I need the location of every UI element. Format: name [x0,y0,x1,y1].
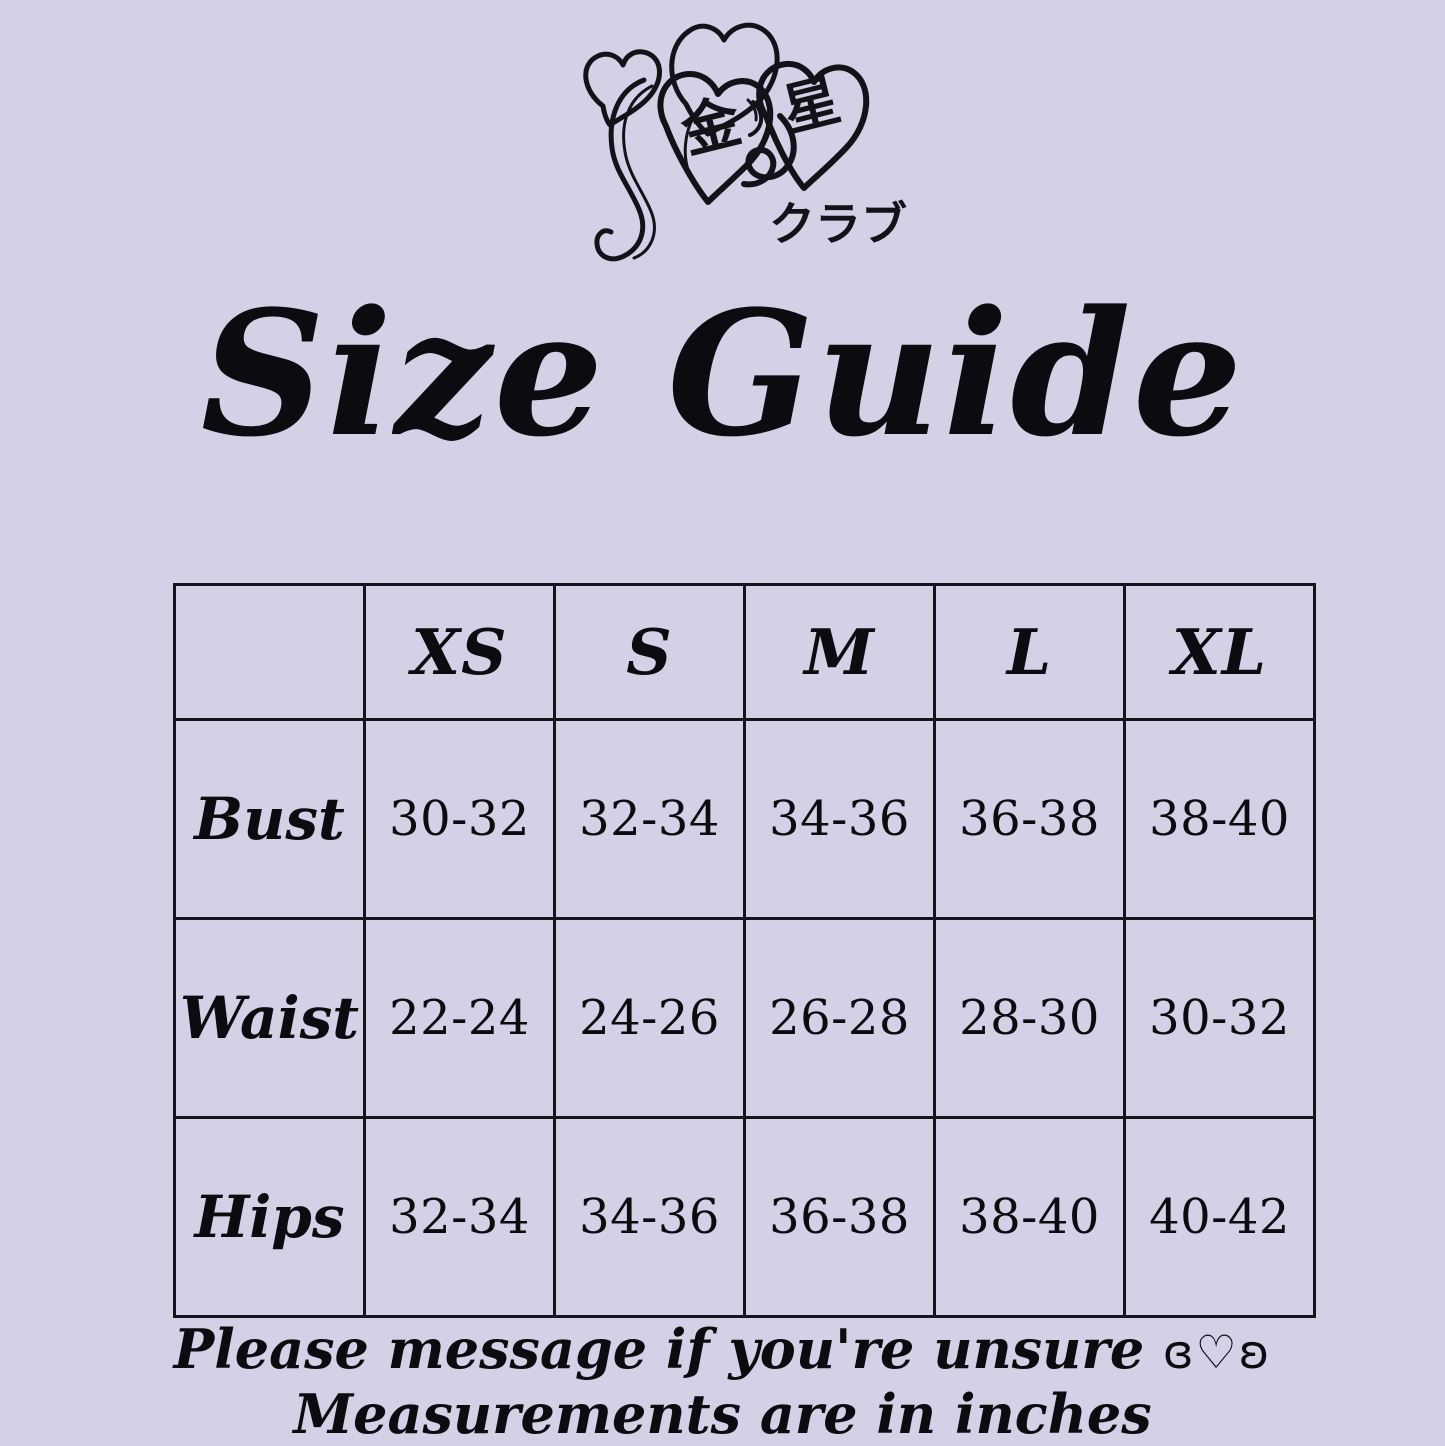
cell-bust-m: 34-36 [743,718,936,920]
cell-waist-m: 26-28 [743,917,936,1119]
balloon-hearts-logo-icon: 金 星 クラブ [583,22,907,262]
cell-bust-l: 36-38 [933,718,1126,920]
cell-hips-s: 34-36 [553,1116,746,1318]
footer-line-message: Please message if you're unsure ɞ♡ʚ [0,1318,1445,1383]
cell-waist-xl: 30-32 [1123,917,1316,1119]
cell-hips-xs: 32-34 [363,1116,556,1318]
brand-logo: 金 星 クラブ [0,0,1445,300]
footer-line-units: Measurements are in inches [293,1382,1152,1446]
size-guide-table: XS S M L XL Bust 30-32 32-34 34-36 36-38… [173,583,1316,1318]
cell-waist-xs: 22-24 [363,917,556,1119]
table-header-row: XS S M L XL [173,583,1316,721]
table-corner-cell [173,583,366,721]
cell-hips-l: 38-40 [933,1116,1126,1318]
row-label-hips: Hips [173,1116,366,1318]
row-label-waist: Waist [173,917,366,1119]
cell-bust-s: 32-34 [553,718,746,920]
cell-waist-l: 28-30 [933,917,1126,1119]
column-header-xl: XL [1123,583,1316,721]
column-header-xs: XS [363,583,556,721]
column-header-s: S [553,583,746,721]
table-row-waist: Waist 22-24 24-26 26-28 28-30 30-32 [173,917,1316,1119]
table-row-bust: Bust 30-32 32-34 34-36 36-38 38-40 [173,718,1316,920]
svg-text:星: 星 [776,68,846,145]
table-row-hips: Hips 32-34 34-36 36-38 38-40 40-42 [173,1116,1316,1318]
heart-decoration-icon: ɞ♡ʚ [1163,1325,1272,1379]
footer-message-text: Please message if you're unsure [173,1317,1163,1381]
column-header-l: L [933,583,1126,721]
cell-bust-xs: 30-32 [363,718,556,920]
row-label-bust: Bust [173,718,366,920]
cell-hips-xl: 40-42 [1123,1116,1316,1318]
footer-notes: Please message if you're unsure ɞ♡ʚ Meas… [0,1318,1445,1445]
svg-text:クラブ: クラブ [769,197,907,251]
page-title: Size Guide [200,272,1245,475]
cell-bust-xl: 38-40 [1123,718,1316,920]
column-header-m: M [743,583,936,721]
cell-waist-s: 24-26 [553,917,746,1119]
cell-hips-m: 36-38 [743,1116,936,1318]
